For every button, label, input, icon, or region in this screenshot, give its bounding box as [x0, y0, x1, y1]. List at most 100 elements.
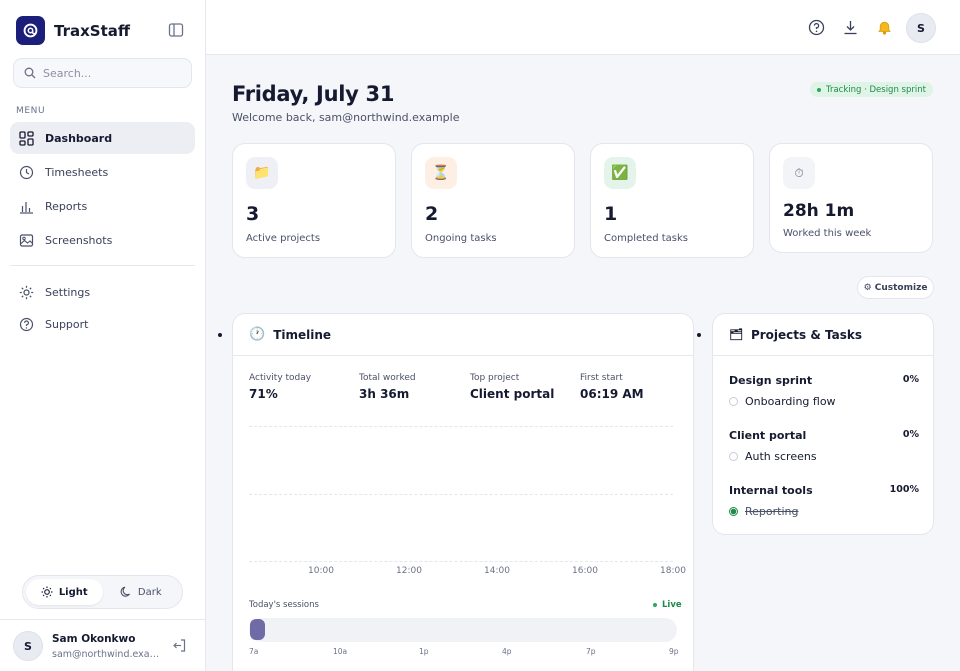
welcome-text: Welcome back, sam@northwind.example — [232, 111, 460, 124]
folder-icon: 📁 — [246, 157, 278, 189]
app-name: TraxStaff — [54, 21, 131, 40]
clock-icon — [19, 165, 34, 179]
stat-card-completed-tasks: ✅ 1 Completed tasks — [590, 143, 754, 258]
sidebar-divider — [10, 265, 195, 266]
sessions-track — [249, 618, 677, 642]
stat-value: 06:19 AM — [580, 387, 644, 401]
sidebar-item-label: Screenshots — [45, 233, 113, 247]
stat-label: Activity today — [249, 373, 312, 383]
sidebar-item-screenshots[interactable]: Screenshots — [10, 224, 195, 256]
timeline-stat: Total worked 3h 36m — [359, 373, 416, 401]
page-title: Friday, July 31 — [232, 82, 395, 106]
logout-icon[interactable] — [172, 638, 187, 653]
sidebar-item-timesheets[interactable]: Timesheets — [10, 156, 195, 188]
task-item[interactable]: Auth screens — [729, 450, 919, 463]
stat-card-active-projects: 📁 3 Active projects — [232, 143, 396, 258]
stat-value: 3h 36m — [359, 387, 410, 401]
sidebar-toggle-icon[interactable] — [168, 22, 184, 38]
stat-card-ongoing-tasks: ⏳ 2 Ongoing tasks — [411, 143, 575, 258]
project-name[interactable]: Client portal — [729, 429, 807, 442]
status-dot — [817, 87, 821, 92]
project-percent: 0% — [902, 429, 919, 440]
clock-icon: 🕐 — [249, 327, 266, 342]
stat-label: Top project — [470, 373, 520, 383]
hour-tick: 4p — [502, 647, 512, 656]
live-label: Live — [662, 600, 682, 610]
hour-tick: 9p — [669, 647, 679, 656]
project-name[interactable]: Design sprint — [729, 374, 813, 387]
tracking-badge: Tracking · Design sprint — [810, 82, 933, 97]
search-input[interactable] — [43, 66, 173, 80]
sidebar-item-label: Support — [45, 317, 89, 331]
chart-gridline — [249, 561, 673, 562]
chart-gridline — [249, 426, 673, 427]
projects-header: 🗂 Projects & Tasks — [713, 314, 933, 356]
task-status-icon[interactable] — [729, 452, 738, 461]
sidebar-item-label: Dashboard — [45, 131, 113, 145]
timeline-header: 🕐 Timeline — [233, 314, 693, 356]
topbar: S — [206, 0, 960, 55]
sidebar-item-label: Settings — [45, 285, 91, 299]
stat-value: 28h 1m — [783, 201, 855, 221]
theme-dark-label: Dark — [137, 586, 162, 598]
sidebar-item-reports[interactable]: Reports — [10, 190, 195, 222]
user-name: Sam Okonkwo — [52, 633, 136, 645]
menu-label: MENU — [16, 106, 46, 116]
help-icon[interactable] — [808, 19, 825, 36]
task-item[interactable]: Onboarding flow — [729, 395, 919, 408]
project-percent: 100% — [889, 484, 919, 495]
task-done-icon[interactable] — [729, 507, 738, 516]
stat-value: 71% — [249, 387, 278, 401]
bar-chart-icon — [20, 201, 33, 214]
sidebar-item-label: Timesheets — [45, 165, 109, 179]
hour-tick: 10a — [333, 647, 348, 656]
timeline-stat: Activity today 71% — [249, 373, 311, 401]
stat-label: Completed tasks — [604, 233, 688, 244]
stat-value: Client portal — [470, 387, 555, 401]
brand[interactable]: TraxStaff — [16, 16, 130, 45]
theme-dark-button[interactable]: Dark — [103, 579, 180, 605]
projects-panel: 🗂 Projects & Tasks Design sprint 0% Onboa… — [712, 313, 934, 535]
help-icon — [19, 317, 34, 331]
project-percent: 0% — [902, 374, 919, 385]
search-box[interactable] — [13, 58, 192, 88]
stat-card-worked-week: ⏱ 28h 1m Worked this week — [769, 143, 933, 253]
user-avatar[interactable]: S — [13, 631, 43, 661]
task-name: Auth screens — [745, 450, 817, 463]
stat-label: Total worked — [359, 373, 416, 383]
sidebar-item-settings[interactable]: Settings — [10, 276, 195, 308]
theme-switch: Light Dark — [22, 575, 183, 609]
stat-value: 2 — [425, 203, 439, 225]
download-icon[interactable] — [842, 19, 859, 36]
image-icon — [19, 233, 34, 247]
grid-icon — [19, 130, 34, 146]
bell-icon[interactable] — [876, 19, 893, 36]
timeline-stat: Top project Client portal — [470, 373, 554, 401]
project-design-sprint: Design sprint 0% Onboarding flow — [729, 374, 919, 408]
theme-light-button[interactable]: Light — [26, 579, 103, 605]
task-status-icon[interactable] — [729, 397, 738, 406]
stat-label: Active projects — [246, 233, 321, 244]
customize-button[interactable]: ⚙ Customize — [857, 276, 934, 299]
project-client-portal: Client portal 0% Auth screens — [729, 429, 919, 463]
task-item[interactable]: Reporting — [729, 505, 919, 518]
stat-label: First start — [580, 373, 623, 383]
drag-handle[interactable] — [697, 333, 701, 337]
hour-tick: 7p — [586, 647, 596, 656]
sidebar-item-dashboard[interactable]: Dashboard — [10, 122, 195, 154]
session-segment[interactable] — [250, 619, 265, 640]
task-name: Reporting — [745, 505, 799, 518]
stat-value: 1 — [604, 203, 618, 225]
stat-label: Worked this week — [783, 228, 872, 239]
sidebar-item-label: Reports — [45, 199, 88, 213]
projects-title: Projects & Tasks — [750, 327, 862, 342]
theme-light-label: Light — [58, 586, 88, 598]
live-indicator: Live — [653, 600, 682, 610]
drag-handle[interactable] — [218, 333, 222, 337]
moon-icon — [120, 586, 130, 597]
sidebar: TraxStaff MENU Dashboard Timesheets Repo… — [0, 0, 206, 671]
project-name[interactable]: Internal tools — [729, 484, 813, 497]
sidebar-item-support[interactable]: Support — [10, 308, 195, 340]
user-avatar[interactable]: S — [906, 13, 936, 43]
logo-icon — [16, 16, 45, 45]
